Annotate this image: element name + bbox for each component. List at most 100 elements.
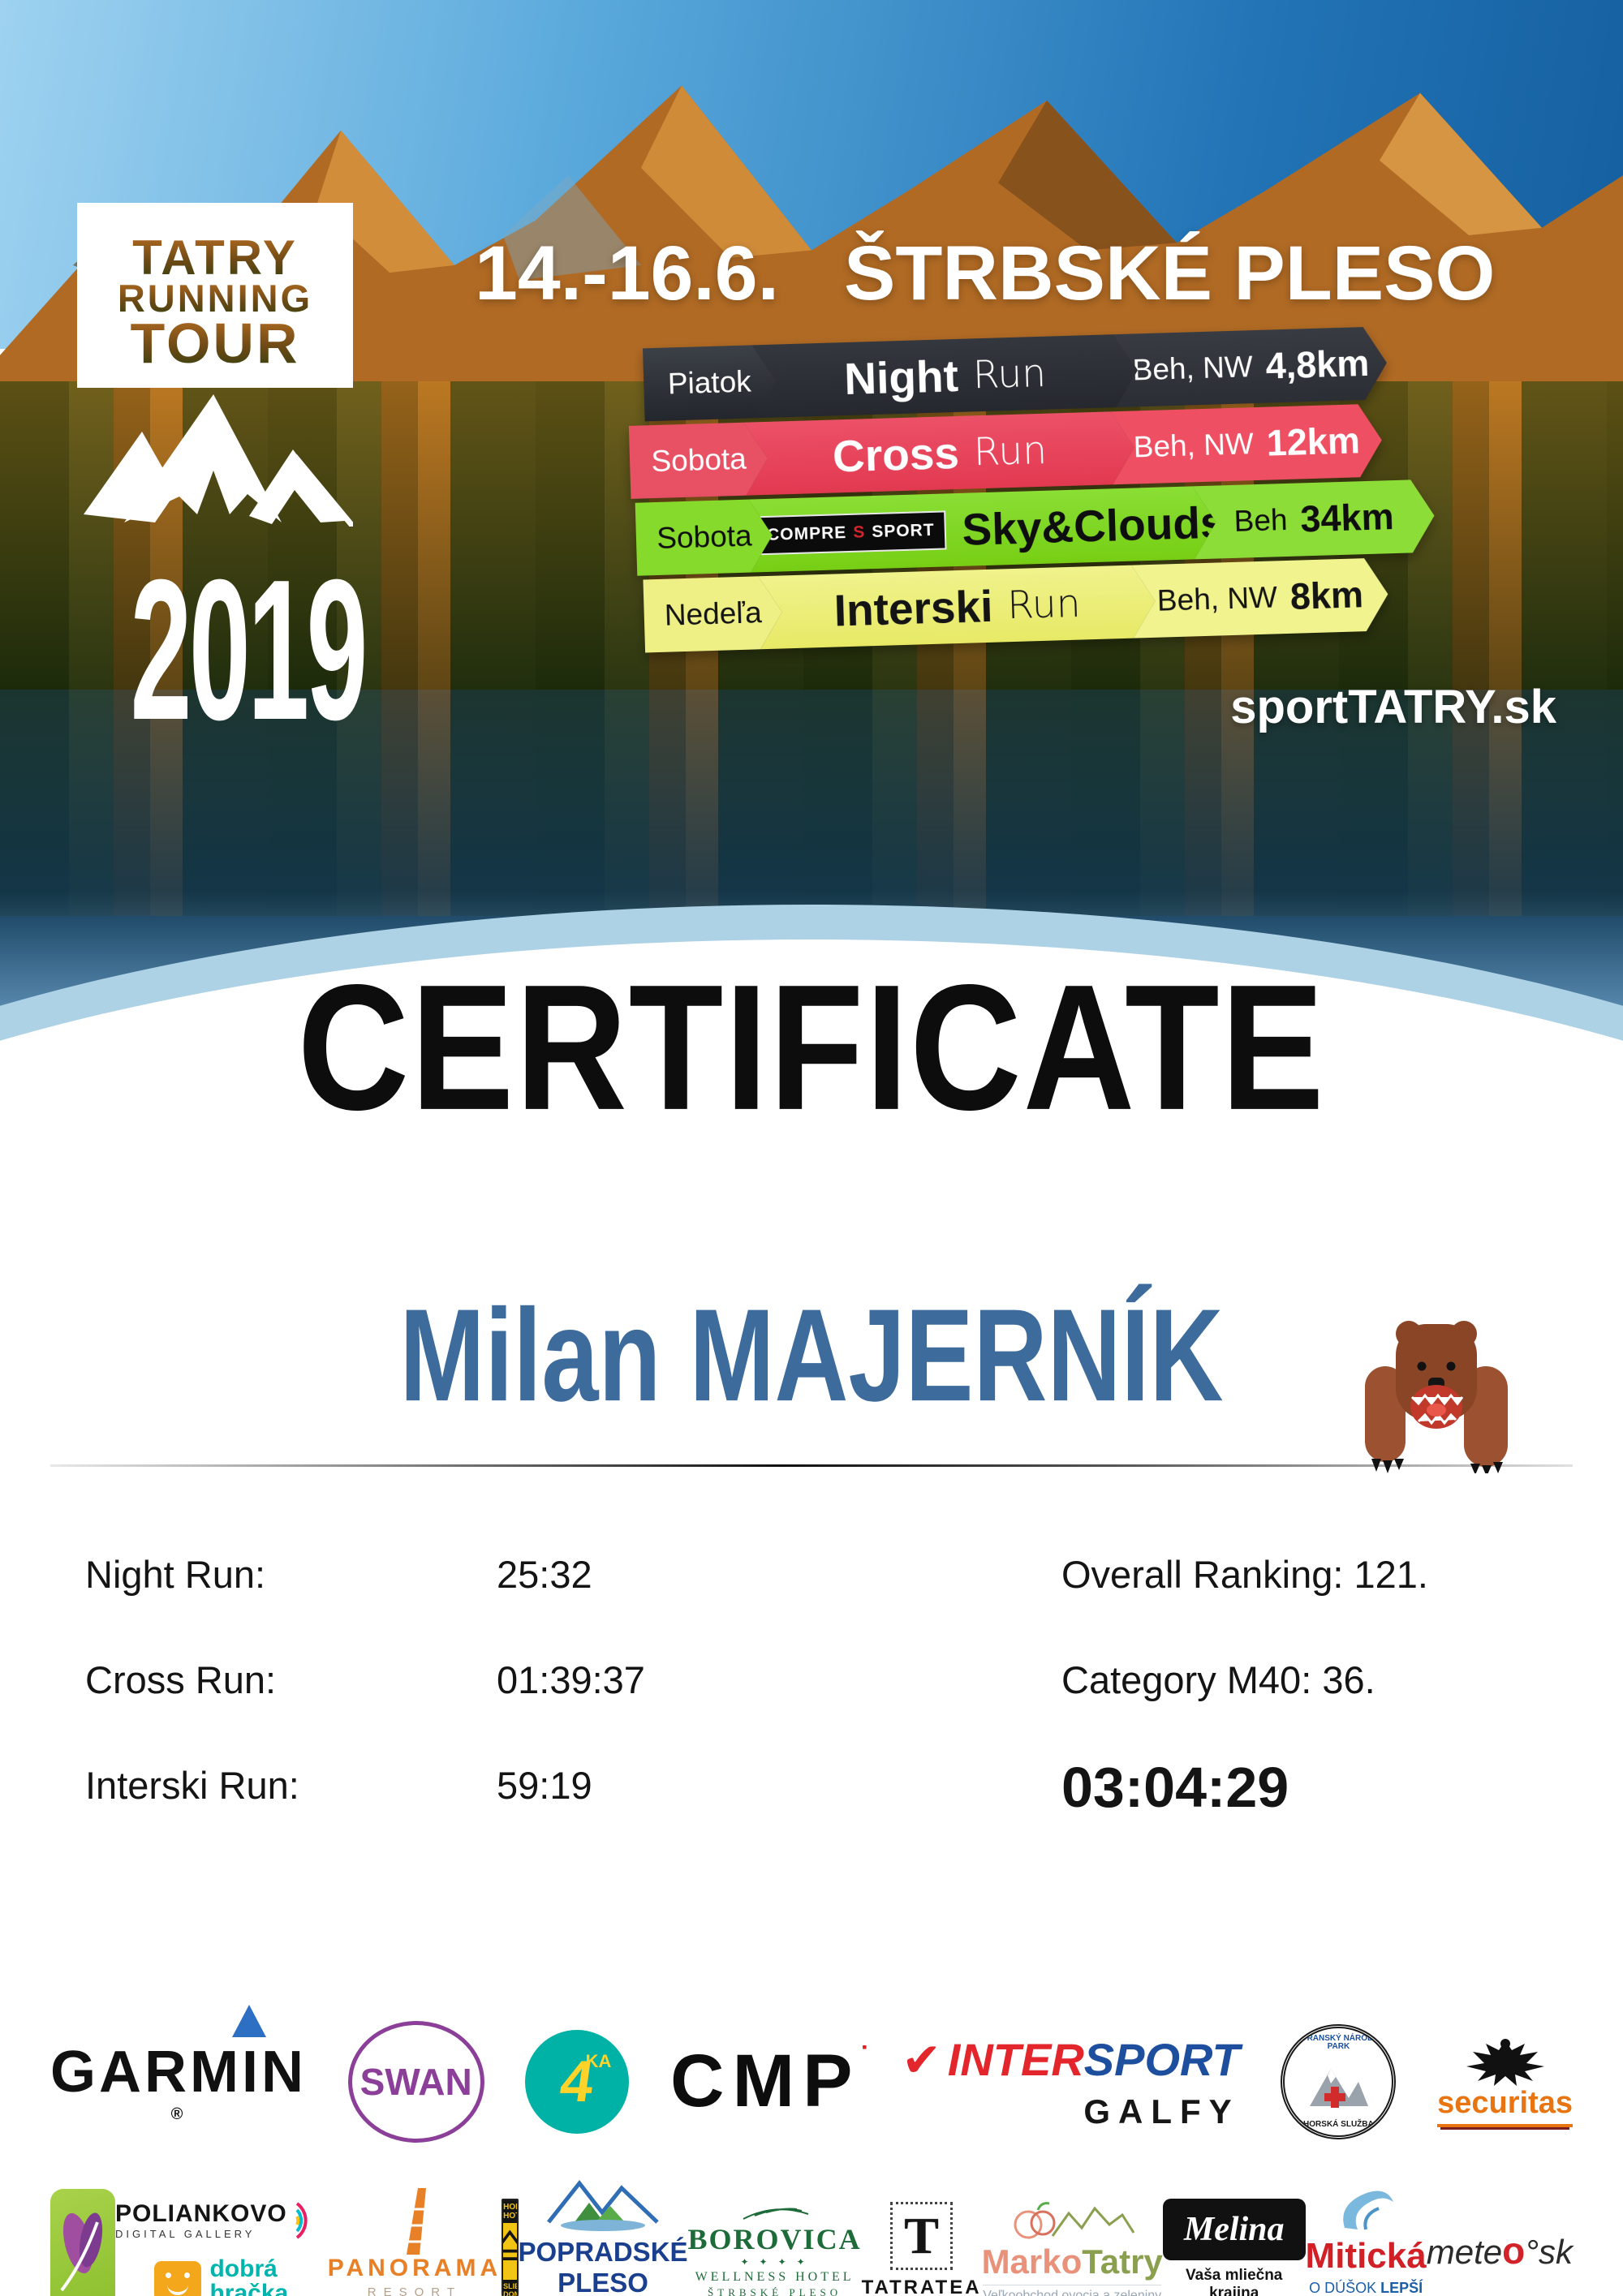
race-name-rest: Run bbox=[972, 350, 1047, 398]
securitas-text: securitas bbox=[1437, 2086, 1573, 2127]
tanap-mountain-icon bbox=[1310, 2068, 1369, 2108]
securitas-logo: securitas bbox=[1437, 2036, 1573, 2127]
securitas-eagle-icon bbox=[1466, 2039, 1544, 2086]
panorama-tower-icon bbox=[406, 2188, 426, 2255]
race-type: Beh, NW bbox=[1156, 580, 1278, 617]
race-distance: Beh, NW 4,8km bbox=[1114, 326, 1388, 407]
race-name-bold: Interski bbox=[833, 580, 994, 636]
total-time: 03:04:29 bbox=[1061, 1756, 1289, 1819]
race-name: Night Run bbox=[751, 333, 1139, 418]
result-value: 25:32 bbox=[497, 1553, 592, 1596]
race-name: COMPRE S SPORT Sky&Clouds bbox=[749, 486, 1217, 573]
swan-text: SWAN bbox=[359, 2060, 472, 2103]
pine-sprig-icon bbox=[743, 2208, 808, 2220]
meteo-text-a: mete bbox=[1426, 2232, 1503, 2271]
race-km: 12km bbox=[1266, 419, 1361, 464]
logo-flag: TATRY RUNNING TOUR bbox=[77, 203, 353, 388]
dobra-text-2: hračka bbox=[209, 2279, 289, 2296]
popradske-text: POPRADSKÉ PLESO bbox=[518, 2236, 688, 2296]
water-splash-icon bbox=[1343, 2191, 1394, 2229]
race-day: Sobota bbox=[629, 422, 769, 499]
sliezsky-dom-crest: HORSKÝ HOTEL 🜲 SLIEZSKY DOM bbox=[502, 2198, 519, 2296]
borovica-sub1: WELLNESS HOTEL bbox=[695, 2270, 855, 2284]
panorama-resort-logo: PANORAMA RESORT ★ ★ ★ ★ bbox=[328, 2185, 502, 2296]
popradske-pleso-logo: POPRADSKÉ PLESO HORSKÝ HOTEL - VYSOKÉ TA… bbox=[519, 2173, 688, 2296]
race-km: 8km bbox=[1289, 574, 1364, 617]
poliankovo-logo: POLIANKOVO DIGITAL GALLERY bbox=[115, 2195, 328, 2246]
crest-bottom-text: SLIEZSKY DOM bbox=[503, 2279, 517, 2296]
result-value: 01:39:37 bbox=[497, 1658, 645, 1701]
meteo-text-b: °sk bbox=[1525, 2232, 1573, 2271]
race-distance: Beh 34km bbox=[1192, 479, 1436, 560]
divider-line bbox=[50, 1464, 1573, 1467]
result-value: 59:19 bbox=[497, 1764, 592, 1807]
results-section: Night Run: 25:32 Cross Run: 01:39:37 Int… bbox=[0, 1552, 1623, 1917]
website-link[interactable]: sportTATRY.sk bbox=[1230, 681, 1556, 733]
tanap-bottom-text: HORSKÁ SLUŽBA bbox=[1303, 2119, 1374, 2129]
tatratea-logo: T TATRATEA bbox=[861, 2201, 982, 2296]
event-date: 14.-16.6. bbox=[475, 230, 779, 316]
borovica-logo: BOROVICA ✦ ✦ ✦ ✦ WELLNESS HOTEL ŠTRBSKÉ … bbox=[688, 2201, 862, 2296]
race-name-bold: Sky&Clouds bbox=[961, 497, 1226, 555]
overall-ranking-label: Overall Ranking: bbox=[1061, 1553, 1344, 1596]
race-type: Beh bbox=[1233, 502, 1289, 538]
meteo-sk-logo: mete o °sk bbox=[1427, 2229, 1573, 2272]
race-name-bold: Cross bbox=[832, 427, 960, 482]
marko-text-b: Tatry bbox=[1082, 2242, 1163, 2281]
panorama-resort-text: RESORT bbox=[367, 2285, 463, 2296]
marko-text-a: Marko bbox=[981, 2242, 1083, 2281]
category-value: 36. bbox=[1322, 1658, 1375, 1701]
poliankovo-dobra-stack: POLIANKOVO DIGITAL GALLERY dobrá hračka bbox=[115, 2195, 328, 2296]
4ka-logo: 4 KA bbox=[525, 2029, 630, 2134]
compressport-s: S bbox=[852, 522, 866, 542]
galfy-text: GALFY bbox=[1083, 2092, 1240, 2130]
4ka-ka: KA bbox=[585, 2050, 612, 2071]
marko-sub: Veľkoobchod ovocia a zeleniny bbox=[983, 2285, 1162, 2296]
race-distance: Beh, NW 8km bbox=[1131, 557, 1389, 638]
miticka-sub-b: LEPŠÍ DEŇ bbox=[1380, 2279, 1423, 2296]
logo-line-2: RUNNING bbox=[77, 279, 353, 317]
hotel-crocus-flower-logo bbox=[50, 2188, 115, 2296]
dobra-hracka-icon bbox=[154, 2260, 202, 2296]
dobra-text-1: dobrá bbox=[209, 2255, 278, 2282]
logo-line-1: TATRY bbox=[77, 233, 353, 282]
cmp-text: CMP bbox=[670, 2040, 861, 2122]
swan-logo: SWAN bbox=[347, 2020, 484, 2143]
garmin-text: GARMIN bbox=[50, 2040, 307, 2105]
melina-sub: Vaša mliečna krajina bbox=[1186, 2266, 1283, 2296]
melina-text: Melina bbox=[1162, 2198, 1306, 2260]
logo-mountains-icon bbox=[84, 394, 353, 527]
race-name-rest: Run bbox=[1006, 581, 1082, 628]
tatry-running-tour-logo: TATRY RUNNING TOUR 2019 bbox=[77, 203, 368, 750]
event-title: 14.-16.6. ŠTRBSKÉ PLESO bbox=[475, 230, 1578, 318]
miticka-logo: Mitická O DÚŠOK LEPŠÍ DEŇ bbox=[1306, 2187, 1427, 2296]
race-km: 34km bbox=[1299, 496, 1395, 540]
logo-year: 2019 bbox=[130, 537, 368, 762]
popradske-mountains-icon bbox=[547, 2179, 659, 2231]
tanap-emblem: TATRANSKÝ NÁRODNÝ PARK HORSKÁ SLUŽBA bbox=[1281, 2023, 1397, 2139]
cmp-logo: CMP ▪ bbox=[670, 2039, 867, 2124]
tatratea-text: TATRATEA bbox=[861, 2276, 982, 2296]
sponsor-row-1: GARMIN ® SWAN 4 KA CMP ▪ ✔ INTER SPORT GAL… bbox=[50, 2005, 1573, 2152]
crocus-flower-icon bbox=[60, 2212, 103, 2291]
race-type: Beh, NW bbox=[1132, 350, 1254, 387]
crest-eagle-icon: 🜲 bbox=[503, 2223, 516, 2272]
cmp-mark: ▪ bbox=[862, 2039, 876, 2055]
bear-icon bbox=[1365, 1321, 1508, 1473]
category-label: Category M40: bbox=[1061, 1658, 1312, 1701]
borovica-text: BOROVICA bbox=[687, 2223, 862, 2255]
intersport-logo: ✔ INTER SPORT GALFY bbox=[902, 2032, 1240, 2131]
sponsor-row-2: POLIANKOVO DIGITAL GALLERY dobrá hračka bbox=[50, 2167, 1573, 2296]
miticka-text: Mitická bbox=[1305, 2235, 1427, 2276]
poliankovo-sub: DIGITAL GALLERY bbox=[115, 2228, 256, 2240]
marko-fruit-mountain-icon bbox=[1014, 2202, 1135, 2239]
meteo-o: o bbox=[1502, 2229, 1526, 2272]
tanap-top-text: TATRANSKÝ NÁRODNÝ PARK bbox=[1292, 2033, 1385, 2051]
compressport-post: SPORT bbox=[871, 520, 935, 542]
registered-mark: ® bbox=[170, 2105, 187, 2123]
intersport-sport: SPORT bbox=[1083, 2034, 1240, 2085]
logo-line-3: TOUR bbox=[77, 315, 353, 372]
compressport-pre: COMPRE bbox=[766, 523, 847, 544]
borovica-stars: ✦ ✦ ✦ ✦ bbox=[740, 2256, 809, 2268]
intersport-inter: INTER bbox=[947, 2034, 1084, 2085]
